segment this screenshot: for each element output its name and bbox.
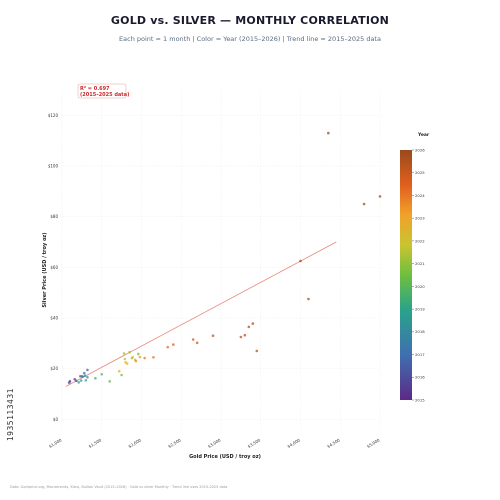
data-point bbox=[378, 195, 382, 198]
data-point bbox=[307, 297, 310, 301]
data-point bbox=[191, 338, 195, 341]
y-tick-label: $40 bbox=[50, 316, 58, 321]
y-tick-label: $60 bbox=[50, 265, 58, 270]
data-point bbox=[211, 334, 215, 338]
x-tick-label: $1,500 bbox=[88, 437, 103, 449]
y-axis-label: Silver Price (USD / troy oz) bbox=[42, 232, 48, 307]
x-tick-label: $4,000 bbox=[286, 437, 301, 449]
data-point bbox=[143, 356, 146, 360]
y-tick-label: $100 bbox=[48, 164, 59, 169]
data-point bbox=[117, 369, 121, 373]
data-point bbox=[166, 345, 170, 349]
data-point bbox=[78, 374, 82, 378]
data-point bbox=[86, 368, 89, 372]
data-point bbox=[255, 349, 259, 353]
x-tick-label: $4,500 bbox=[326, 437, 341, 449]
data-point bbox=[239, 335, 243, 339]
data-point bbox=[122, 352, 126, 355]
data-point bbox=[86, 375, 89, 379]
y-axis-ticks: $0 $20 $40 $60 $80 $100 $120 bbox=[48, 113, 59, 422]
colorbar-tick-label: 2023 bbox=[415, 216, 425, 221]
colorbar-title: Year bbox=[417, 132, 430, 138]
colorbar-tick-label: 2026 bbox=[415, 147, 425, 152]
data-point bbox=[75, 379, 78, 383]
data-points bbox=[67, 131, 382, 384]
x-tick-label: $5,000 bbox=[366, 437, 381, 449]
x-tick-label: $3,000 bbox=[207, 437, 222, 449]
colorbar-tick-label: 2018 bbox=[415, 329, 425, 334]
data-point bbox=[67, 381, 71, 384]
footnote: Data: Goldprice.org, Macrotrends, Kitco,… bbox=[10, 485, 228, 489]
y-tick-label: $0 bbox=[53, 417, 59, 422]
grid-lines bbox=[61, 90, 381, 432]
data-point bbox=[108, 380, 111, 383]
colorbar-tick-label: 2025 bbox=[415, 170, 425, 175]
data-point bbox=[247, 325, 251, 329]
colorbar-tick-label: 2019 bbox=[415, 306, 425, 311]
colorbar-tick-label: 2017 bbox=[415, 352, 425, 357]
r2-annotation-box bbox=[77, 83, 127, 99]
x-axis-label: Gold Price (USD / troy oz) bbox=[189, 454, 261, 460]
data-point bbox=[299, 259, 302, 263]
data-point bbox=[128, 350, 131, 354]
data-point bbox=[152, 355, 155, 359]
r2-value: R² = 0.697 bbox=[80, 86, 110, 92]
data-point bbox=[134, 359, 138, 363]
x-tick-label: $2,000 bbox=[127, 437, 142, 449]
data-point bbox=[327, 131, 330, 135]
data-point bbox=[138, 355, 142, 359]
y-tick-label: $120 bbox=[48, 113, 59, 118]
data-point bbox=[243, 333, 247, 337]
y-tick-label: $80 bbox=[50, 214, 58, 219]
colorbar-gradient bbox=[400, 150, 412, 400]
chart-title: GOLD vs. SILVER — MONTHLY CORRELATION bbox=[110, 14, 390, 27]
y-tick-label: $20 bbox=[50, 366, 58, 371]
data-point bbox=[94, 376, 97, 380]
data-point bbox=[124, 361, 127, 364]
colorbar-ticks: 2026 2025 2024 2023 2022 2021 2020 2019 2018 2017… bbox=[412, 147, 425, 402]
data-point bbox=[82, 371, 86, 375]
colorbar-tick-label: 2015 bbox=[415, 397, 425, 402]
trend-line-group bbox=[65, 241, 337, 387]
data-point bbox=[251, 322, 255, 325]
x-tick-label: $2,500 bbox=[167, 437, 182, 449]
x-axis-ticks: $1,000 $1,500 $2,000 $2,500 $3,000 $3,500 $4,0… bbox=[48, 437, 381, 449]
colorbar-tick-label: 2022 bbox=[415, 238, 425, 243]
data-point bbox=[131, 355, 135, 359]
data-point bbox=[83, 374, 87, 378]
data-point bbox=[172, 343, 175, 346]
chart-subtitle: Each point = 1 month | Color = Year (201… bbox=[119, 35, 381, 43]
x-tick-label: $1,000 bbox=[48, 437, 63, 449]
data-point bbox=[79, 379, 83, 382]
data-point bbox=[120, 373, 123, 377]
watermark-id: 1935113431 bbox=[6, 388, 15, 442]
data-point bbox=[123, 357, 127, 361]
data-point bbox=[362, 202, 366, 206]
data-point bbox=[137, 352, 140, 356]
colorbar: Year 2026 2025 2024 2023 2022 2021 2020 2019 201… bbox=[400, 132, 430, 402]
data-point bbox=[195, 341, 199, 345]
trend-line bbox=[65, 241, 337, 387]
r2-annotation: R² = 0.697 (2015–2025 data) bbox=[77, 83, 129, 99]
x-tick-label: $3,500 bbox=[247, 437, 262, 449]
colorbar-tick-label: 2024 bbox=[415, 193, 425, 198]
r2-caption: (2015–2025 data) bbox=[80, 92, 129, 98]
data-point bbox=[77, 381, 80, 384]
colorbar-tick-label: 2021 bbox=[415, 261, 425, 266]
data-point bbox=[100, 372, 104, 376]
colorbar-tick-label: 2020 bbox=[415, 284, 425, 289]
data-point bbox=[81, 375, 84, 379]
colorbar-tick-label: 2016 bbox=[415, 375, 425, 380]
data-point bbox=[84, 379, 88, 382]
